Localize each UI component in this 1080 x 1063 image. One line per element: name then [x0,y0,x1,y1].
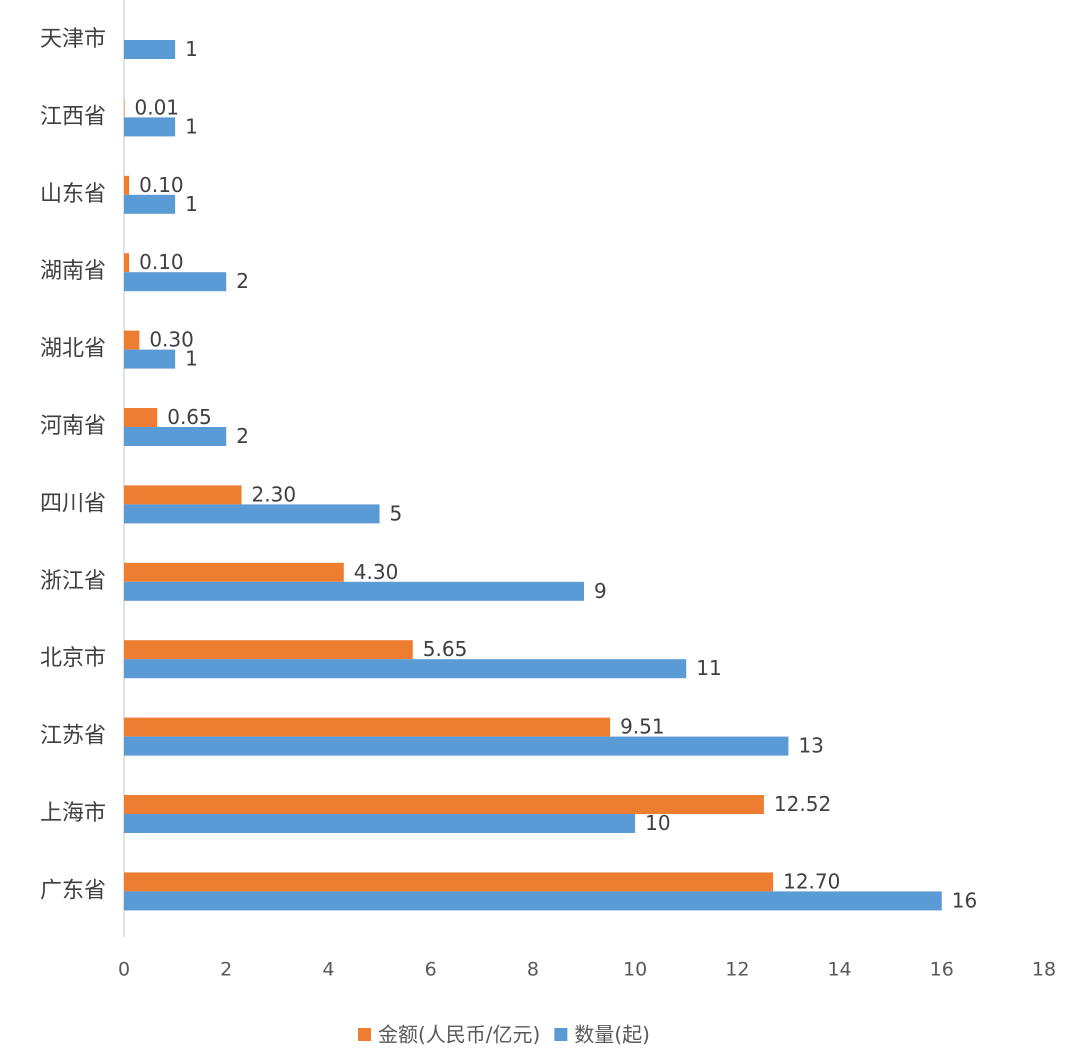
category-label: 浙江省 [40,569,106,594]
x-tick-label: 18 [1032,959,1056,981]
category-label: 北京市 [40,646,106,671]
value-label: 2 [236,269,249,293]
value-label: 0.10 [139,173,184,197]
bar [124,795,764,814]
value-label: 10 [645,811,670,835]
category-label: 广东省 [40,878,106,903]
category-label: 湖北省 [40,337,106,362]
value-label: 2.30 [252,482,297,506]
x-tick-label: 4 [322,959,334,981]
bar [124,408,158,427]
bar [124,659,687,679]
x-tick-label: 6 [425,959,437,981]
legend-swatch [358,1028,371,1041]
bar [124,427,227,446]
legend-swatch [554,1028,568,1041]
x-tick-label: 16 [930,959,954,981]
x-tick-label: 10 [623,959,647,981]
x-tick-label: 2 [220,959,232,981]
value-label: 0.01 [135,95,180,119]
category-label: 四川省 [40,491,106,516]
bar [124,175,130,195]
value-label: 1 [185,192,198,216]
category-label: 江西省 [40,104,106,129]
value-label: 12.52 [774,792,831,816]
category-label: 河南省 [40,414,106,439]
value-label: 5 [390,501,403,525]
bar [124,117,176,137]
category-label: 江苏省 [40,724,106,749]
x-tick-label: 12 [725,959,749,981]
bar [124,717,611,737]
value-label: 9.51 [620,715,665,739]
value-label: 1 [185,37,198,61]
x-tick-label: 14 [827,959,851,981]
value-label: 16 [952,888,977,912]
bar [124,814,636,833]
value-label: 4.30 [354,560,399,584]
category-label: 上海市 [40,801,106,826]
bar [124,272,227,292]
bar [124,504,380,524]
value-label: 9 [594,579,607,603]
bar [124,253,130,273]
value-label: 5.65 [423,637,468,661]
value-label: 13 [798,734,823,758]
value-label: 1 [185,114,198,138]
bar [124,640,413,660]
bar [124,891,942,911]
bar [124,330,140,350]
bar [124,194,176,214]
category-label: 湖南省 [40,259,106,284]
bar [124,562,344,582]
bar [124,485,242,505]
value-label: 0.30 [149,328,194,352]
bar [124,872,774,892]
value-label: 1 [185,347,198,371]
value-label: 0.10 [139,250,184,274]
value-label: 0.65 [167,405,212,429]
x-tick-label: 8 [527,959,539,981]
bar [124,40,176,59]
value-label: 2 [236,424,249,448]
bar [124,581,584,601]
value-label: 11 [696,656,721,680]
bar [124,349,176,369]
category-label: 山东省 [40,182,106,207]
value-label: 12.70 [783,869,840,893]
category-label: 天津市 [40,27,106,52]
legend-label: 金额(人民币/亿元) [378,1023,540,1047]
bar [124,98,125,118]
x-tick-label: 0 [118,959,130,981]
bar [124,736,789,756]
legend-label: 数量(起) [574,1023,650,1047]
